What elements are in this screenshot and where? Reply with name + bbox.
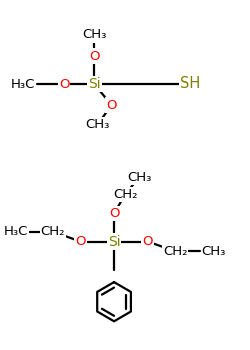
Text: CH₂: CH₂ [113,188,138,201]
Text: CH₂: CH₂ [163,245,188,258]
Text: CH₃: CH₃ [86,118,110,131]
Text: CH₃: CH₃ [127,171,151,184]
Text: O: O [89,49,99,63]
Text: O: O [106,98,117,112]
Text: H₃C: H₃C [11,77,35,91]
Text: SH: SH [180,77,200,91]
Text: CH₂: CH₂ [41,225,65,238]
Text: H₃C: H₃C [3,225,28,238]
Text: O: O [59,77,70,91]
Text: O: O [75,235,86,248]
Text: CH₃: CH₃ [202,245,226,258]
Text: O: O [142,235,153,248]
Text: Si: Si [108,234,120,248]
Text: Si: Si [88,77,101,91]
Text: O: O [109,207,119,220]
Text: CH₃: CH₃ [82,28,106,42]
